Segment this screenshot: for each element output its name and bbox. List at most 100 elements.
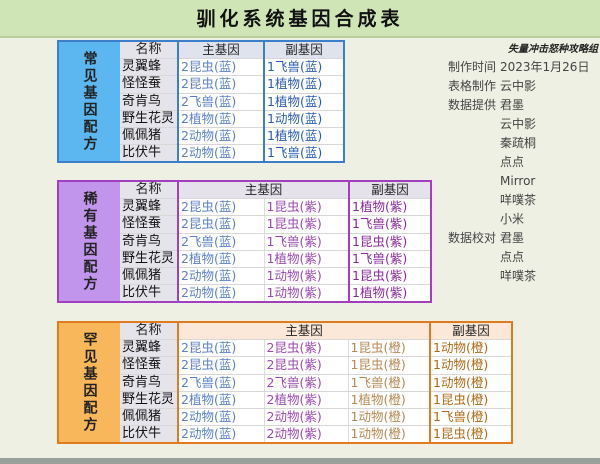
credit-value: 点点 — [500, 155, 525, 169]
header-main-gene: 主基因 — [177, 322, 430, 340]
table-row: 灵翼蜂 2昆虫(蓝) 1昆虫(紫) 1植物(紫) — [58, 198, 431, 217]
creature-name: 奇肯鸟 — [120, 374, 178, 392]
table-row: 野生花灵 2植物(蓝) 1动物(蓝) — [58, 110, 344, 129]
creature-name: 佩佩猪 — [120, 127, 178, 146]
credit-line: 点点 — [440, 153, 598, 172]
credit-key: 制作时间 — [447, 60, 496, 74]
table-row: 奇肯鸟 2飞兽(蓝) 2飞兽(紫) 1飞兽(橙) 1动物(橙) — [58, 374, 512, 392]
gene-cell: 2动物(紫) — [263, 408, 348, 427]
bottom-bar — [0, 458, 600, 464]
gene-cell: 1飞兽(紫) — [348, 215, 431, 234]
creature-name: 奇肯鸟 — [120, 233, 178, 251]
header-name: 名称 — [120, 322, 178, 340]
table-category-label: 稀有基因配方 — [58, 181, 120, 303]
table-category-label: 罕见基因配方 — [58, 322, 120, 444]
table-row: 怪怪蚕 2昆虫(蓝) 2昆虫(紫) 1昆虫(橙) 1动物(橙) — [58, 356, 512, 375]
gene-cell: 1动物(橙) — [429, 374, 512, 392]
header-sub-gene: 副基因 — [263, 41, 344, 59]
credit-value: 云中影 — [500, 79, 537, 93]
gene-cell: 1动物(蓝) — [263, 110, 344, 129]
credits-panel: 失量冲击怒种攻略组 制作时间 2023年1月26日 表格制作 云中影 数据提供 君墨 云中影… — [440, 40, 598, 286]
creature-name: 灵翼蜂 — [120, 198, 178, 217]
gene-cell: 2植物(蓝) — [177, 391, 264, 410]
table-row: 比伏牛 2动物(蓝) 1飞兽(蓝) — [58, 144, 344, 163]
gene-cell: 1动物(紫) — [263, 284, 349, 303]
header-name: 名称 — [120, 181, 178, 199]
table-row: 怪怪蚕 2昆虫(蓝) 1昆虫(紫) 1飞兽(紫) — [58, 215, 431, 234]
table-row: 佩佩猪 2动物(蓝) 2动物(紫) 1动物(橙) 1飞兽(橙) — [58, 408, 512, 427]
gene-cell: 1昆虫(橙) — [429, 391, 512, 410]
credit-key-spacer — [440, 267, 496, 286]
table-row: 灵翼蜂 2昆虫(蓝) 1飞兽(蓝) — [58, 58, 344, 77]
gene-cell: 1植物(蓝) — [263, 75, 344, 94]
gene-cell: 1植物(紫) — [263, 250, 349, 269]
gene-cell: 2飞兽(蓝) — [177, 374, 264, 392]
epic-gene-table: 罕见基因配方 名称 主基因 副基因 灵翼蜂 2昆虫(蓝) 2昆虫(紫) 1昆虫(橙) 1动… — [57, 321, 513, 445]
table-row: 佩佩猪 2动物(蓝) 1动物(紫) 1昆虫(紫) — [58, 267, 431, 286]
credit-line: Mirror — [440, 172, 598, 191]
credit-value: 君墨 — [500, 98, 525, 112]
gene-cell: 2昆虫(蓝) — [177, 198, 264, 217]
gene-cell: 1植物(橙) — [347, 391, 430, 410]
gene-cell: 1飞兽(橙) — [429, 408, 512, 427]
gene-cell: 1动物(橙) — [429, 339, 512, 358]
credit-value: 2023年1月26日 — [500, 60, 590, 74]
table-row: 比伏牛 2动物(蓝) 1动物(紫) 1植物(紫) — [58, 284, 431, 303]
gene-cell: 2飞兽(蓝) — [177, 93, 264, 111]
common-gene-table: 常见基因配方 名称 主基因 副基因 灵翼蜂 2昆虫(蓝) 1飞兽(蓝) 怪怪蚕 2昆虫(蓝… — [57, 40, 345, 164]
gene-cell: 1动物(橙) — [347, 425, 430, 444]
credit-line: 咩噗茶 — [440, 267, 598, 286]
credit-line: 表格制作 云中影 — [440, 77, 598, 96]
credit-value: 君墨 — [500, 231, 525, 245]
credit-line: 点点 — [440, 248, 598, 267]
gene-cell: 2植物(蓝) — [177, 250, 264, 269]
credit-key-spacer — [440, 153, 496, 172]
gene-cell: 2动物(蓝) — [177, 408, 264, 427]
gene-cell: 2植物(蓝) — [177, 110, 264, 129]
credit-key-spacer — [440, 191, 496, 210]
gene-cell: 2动物(蓝) — [177, 267, 264, 286]
gene-cell: 1动物(橙) — [429, 356, 512, 375]
header-main-gene: 主基因 — [177, 181, 349, 199]
gene-cell: 2昆虫(蓝) — [177, 356, 264, 375]
gene-cell: 1植物(蓝) — [263, 93, 344, 111]
gene-cell: 2昆虫(蓝) — [177, 58, 264, 77]
rare-gene-table: 稀有基因配方 名称 主基因 副基因 灵翼蜂 2昆虫(蓝) 1昆虫(紫) 1植物(紫) 怪怪… — [57, 180, 432, 304]
gene-cell: 1植物(紫) — [348, 284, 431, 303]
gene-cell: 2昆虫(蓝) — [177, 75, 264, 94]
gene-cell: 2昆虫(紫) — [263, 339, 348, 358]
table-row: 怪怪蚕 2昆虫(蓝) 1植物(蓝) — [58, 75, 344, 94]
table-row: 灵翼蜂 2昆虫(蓝) 2昆虫(紫) 1昆虫(橙) 1动物(橙) — [58, 339, 512, 358]
org-name: 失量冲击怒种攻略组 — [508, 44, 598, 55]
gene-cell: 2动物(蓝) — [177, 144, 264, 163]
credit-key: 数据校对 — [447, 231, 496, 245]
header-name: 名称 — [120, 41, 178, 59]
gene-cell: 1动物(橙) — [347, 408, 430, 427]
gene-cell: 2植物(紫) — [263, 391, 348, 410]
credit-value: 秦疏桐 — [500, 136, 537, 150]
table-category-label: 常见基因配方 — [58, 41, 120, 163]
credit-line: 秦疏桐 — [440, 134, 598, 153]
credit-line: 小米 — [440, 210, 598, 229]
page-title: 驯化系统基因合成表 — [0, 0, 600, 38]
gene-cell: 1动物(紫) — [263, 267, 349, 286]
creature-name: 怪怪蚕 — [120, 75, 178, 94]
credit-value: 点点 — [500, 250, 525, 264]
credit-key: 数据提供 — [447, 98, 496, 112]
creature-name: 灵翼蜂 — [120, 58, 178, 77]
header-sub-gene: 副基因 — [429, 322, 512, 340]
creature-name: 野生花灵 — [120, 110, 178, 129]
credit-value: 小米 — [500, 212, 525, 226]
creature-name: 奇肯鸟 — [120, 93, 178, 111]
creature-name: 比伏牛 — [120, 425, 178, 444]
table-row: 奇肯鸟 2飞兽(蓝) 1飞兽(紫) 1昆虫(紫) — [58, 233, 431, 251]
gene-cell: 1飞兽(蓝) — [263, 144, 344, 163]
credit-line: 制作时间 2023年1月26日 — [440, 58, 598, 77]
creature-name: 比伏牛 — [120, 144, 178, 163]
table-row: 奇肯鸟 2飞兽(蓝) 1植物(蓝) — [58, 93, 344, 111]
creature-name: 灵翼蜂 — [120, 339, 178, 358]
gene-cell: 2飞兽(紫) — [263, 374, 348, 392]
credit-value: 咩噗茶 — [500, 269, 537, 283]
header-main-gene: 主基因 — [177, 41, 264, 59]
gene-cell: 2动物(蓝) — [177, 127, 264, 146]
